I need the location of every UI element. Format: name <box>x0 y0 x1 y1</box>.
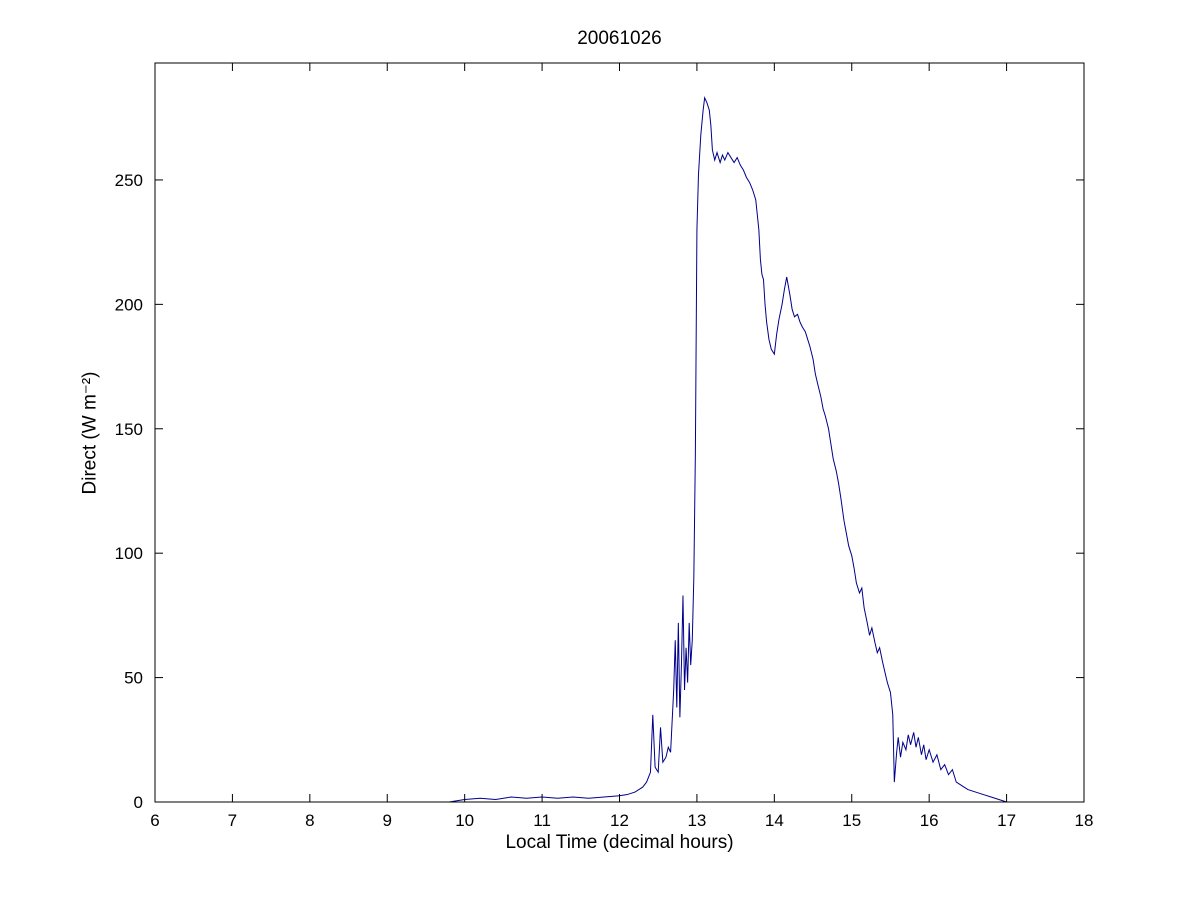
x-tick-label: 7 <box>228 811 237 830</box>
x-tick-label: 12 <box>610 811 629 830</box>
x-tick-label: 11 <box>533 811 551 830</box>
data-line <box>251 96 1007 803</box>
chart-title: 20061026 <box>577 28 662 49</box>
x-tick-label: 10 <box>455 811 474 830</box>
x-axis-label: Local Time (decimal hours) <box>505 832 734 853</box>
axis-box <box>154 62 1085 803</box>
y-tick-label: 0 <box>134 793 143 812</box>
x-tick-label: 15 <box>842 811 861 830</box>
x-tick-label: 17 <box>997 811 1016 830</box>
x-tick-label: 16 <box>920 811 939 830</box>
x-tick-label: 9 <box>383 811 392 830</box>
y-tick-label: 100 <box>115 544 143 563</box>
y-tick-label: 50 <box>124 669 143 688</box>
x-tick-label: 8 <box>305 811 314 830</box>
x-tick-label: 6 <box>150 811 159 830</box>
y-tick-label: 250 <box>115 171 143 190</box>
y-tick-label: 200 <box>115 295 143 314</box>
x-tick-label: 18 <box>1075 811 1094 830</box>
x-tick-label: 13 <box>687 811 706 830</box>
y-tick-label: 150 <box>115 420 143 439</box>
x-tick-label: 14 <box>765 811 784 830</box>
